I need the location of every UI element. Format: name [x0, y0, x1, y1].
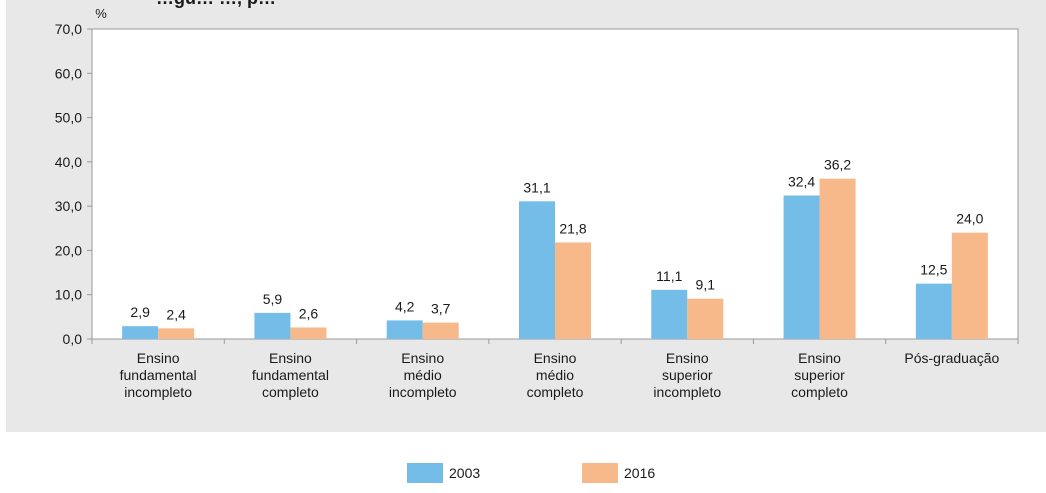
x-tick-label-line: Ensino	[269, 350, 312, 366]
data-label-2016: 9,1	[696, 277, 716, 293]
x-tick-label: Ensino médio completo	[527, 350, 584, 400]
bar-2016	[158, 328, 195, 339]
bar-2016	[290, 327, 327, 339]
x-tick-label-line: Ensino	[137, 350, 180, 366]
y-tick-label: 70,0	[55, 21, 82, 37]
bar-2003	[122, 326, 159, 339]
y-tick-label: 10,0	[55, 287, 82, 303]
y-tick-label: 50,0	[55, 110, 82, 126]
x-tick-label: Pós-graduação	[904, 350, 999, 366]
x-tick-label: Ensino fundamental incompleto	[120, 350, 197, 400]
data-label-2003: 11,1	[656, 268, 682, 284]
x-tick-label-line: Ensino	[798, 350, 841, 366]
bar-2003	[254, 312, 291, 339]
x-tick-label-line: superior	[794, 367, 845, 383]
data-label-2016: 2,6	[299, 305, 319, 321]
x-tick-label-line: completo	[527, 384, 584, 400]
legend-label-2016: 2016	[624, 465, 656, 481]
bar-2003	[915, 283, 952, 339]
chart-legend: 2003 2016	[0, 463, 1046, 493]
data-label-2003: 32,4	[788, 174, 815, 190]
x-tick-label: Ensino fundamental completo	[252, 350, 329, 400]
bar-2003	[519, 201, 555, 339]
x-tick-label-line: Pós-graduação	[904, 350, 999, 366]
data-label-2003: 5,9	[263, 291, 283, 307]
x-tick-label-line: completo	[791, 384, 848, 400]
x-tick-label-line: incompleto	[389, 384, 457, 400]
x-tick-label-line: fundamental	[120, 367, 197, 383]
x-tick-label-line: Ensino	[666, 350, 709, 366]
x-tick-label-line: Ensino	[534, 350, 577, 366]
chart-panel: …gu… …, p… % 0,0 10,0 20,0 30,0 40,0 50,0 60,0 7…	[6, 0, 1046, 432]
legend-item-2016: 2016	[582, 463, 655, 483]
x-tick-label-line: incompleto	[653, 384, 721, 400]
bar-2003	[651, 289, 688, 339]
data-label-2016: 2,4	[166, 306, 186, 322]
legend-item-2003: 2003	[407, 463, 480, 483]
x-tick-label-line: Ensino	[401, 350, 444, 366]
x-tick-label: Ensino superior completo	[791, 350, 848, 400]
bar-2016	[422, 322, 459, 339]
y-tick-label: 40,0	[55, 154, 82, 170]
data-label-2003: 4,2	[395, 298, 415, 314]
x-tick-label-line: completo	[262, 384, 319, 400]
bar-2003	[783, 195, 820, 339]
data-label-2016: 24,0	[956, 211, 983, 227]
x-tick-label-line: médio	[536, 367, 574, 383]
x-tick-label-line: superior	[662, 367, 713, 383]
y-tick-label: 0,0	[63, 331, 83, 347]
data-label-2003: 2,9	[130, 304, 150, 320]
y-tick-label: 30,0	[55, 198, 82, 214]
legend-label-2003: 2003	[449, 465, 481, 481]
x-tick-label-line: fundamental	[252, 367, 329, 383]
bar-2016	[819, 178, 856, 339]
x-tick-label-line: incompleto	[124, 384, 192, 400]
legend-swatch-2016	[582, 463, 618, 483]
y-axis-label: %	[95, 6, 107, 21]
x-tick-label: Ensino superior incompleto	[653, 350, 721, 400]
data-label-2003: 12,5	[920, 262, 947, 278]
data-label-2016: 36,2	[824, 157, 851, 173]
data-label-2003: 31,1	[523, 179, 550, 195]
legend-swatch-2003	[407, 463, 443, 483]
y-tick-label: 60,0	[55, 65, 82, 81]
bar-2016	[555, 242, 591, 339]
bar-2016	[687, 298, 724, 339]
x-tick-label: Ensino médio incompleto	[389, 350, 457, 400]
bar-2003	[386, 320, 423, 339]
chart-title: …gu… …, p…	[156, 0, 276, 9]
y-tick-label: 20,0	[55, 242, 82, 258]
data-label-2016: 21,8	[559, 220, 586, 236]
data-label-2016: 3,7	[431, 301, 451, 317]
x-tick-label-line: médio	[404, 367, 442, 383]
bar-2016	[951, 232, 988, 339]
